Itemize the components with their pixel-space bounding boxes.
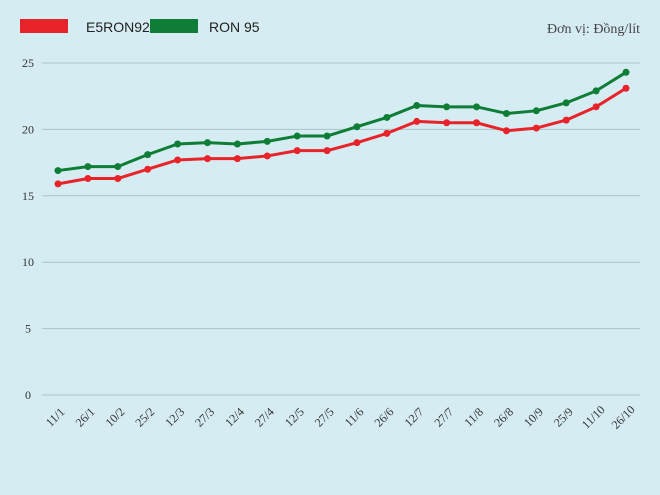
x-tick-label: 11/8 xyxy=(461,405,486,430)
data-point xyxy=(592,87,600,95)
data-point xyxy=(383,129,391,137)
x-tick-label: 12/5 xyxy=(282,405,307,430)
x-tick-label: 26/6 xyxy=(372,405,397,430)
data-point xyxy=(293,132,301,140)
data-point xyxy=(203,155,211,163)
data-point xyxy=(562,99,570,107)
data-point xyxy=(532,124,540,132)
data-point xyxy=(443,103,451,111)
x-tick-label: 10/2 xyxy=(102,405,127,430)
x-tick-label: 25/2 xyxy=(132,405,157,430)
y-tick-label: 5 xyxy=(25,322,31,336)
x-tick-label: 26/1 xyxy=(73,405,98,430)
data-point xyxy=(263,137,271,145)
y-tick-label: 20 xyxy=(22,122,34,136)
data-point xyxy=(383,113,391,121)
data-point xyxy=(353,123,361,131)
y-tick-label: 10 xyxy=(22,255,34,269)
x-tick-label: 12/7 xyxy=(401,405,426,430)
y-tick-label: 0 xyxy=(25,388,31,402)
y-tick-label: 25 xyxy=(22,56,34,70)
data-point xyxy=(54,167,62,175)
x-tick-label: 27/7 xyxy=(431,405,456,430)
data-point xyxy=(443,119,451,127)
x-axis-ticks: 11/1 26/1 10/2 25/2 12/3 27/3 12/4 27/4 12/5 27/5… xyxy=(43,403,638,432)
x-tick-label: 11/1 xyxy=(43,405,68,430)
legend-swatch xyxy=(150,19,198,33)
series-line-0 xyxy=(56,86,628,186)
data-point xyxy=(54,180,62,188)
data-point xyxy=(144,165,152,173)
gridlines xyxy=(42,62,640,396)
x-tick-label: 11/6 xyxy=(342,405,367,430)
legend: E5RON92 RON 95 xyxy=(20,19,260,35)
data-point xyxy=(473,103,481,111)
data-point xyxy=(263,152,271,160)
legend-label: RON 95 xyxy=(209,19,260,35)
data-point xyxy=(353,139,361,147)
data-point xyxy=(622,68,630,76)
x-tick-label: 27/5 xyxy=(312,405,337,430)
series-line-1 xyxy=(56,70,628,173)
data-point xyxy=(622,84,630,92)
data-point xyxy=(203,139,211,147)
data-point xyxy=(562,116,570,124)
y-axis-ticks: 0 5 10 15 20 25 xyxy=(22,56,34,402)
x-tick-label: 11/10 xyxy=(579,403,608,432)
data-point xyxy=(473,119,481,127)
data-point xyxy=(502,109,510,117)
x-tick-label: 12/3 xyxy=(162,405,187,430)
data-point xyxy=(592,103,600,111)
data-point xyxy=(502,127,510,135)
x-tick-label: 27/3 xyxy=(192,405,217,430)
x-tick-label: 26/8 xyxy=(491,405,516,430)
data-point xyxy=(323,147,331,155)
data-point xyxy=(233,140,241,148)
data-point xyxy=(174,156,182,164)
x-tick-label: 10/9 xyxy=(521,405,546,430)
series-lines xyxy=(54,68,630,188)
data-point xyxy=(233,155,241,163)
y-tick-label: 15 xyxy=(22,189,34,203)
x-tick-label: 12/4 xyxy=(222,405,247,430)
data-point xyxy=(144,151,152,159)
data-point xyxy=(84,175,92,183)
unit-note: Đơn vị: Đồng/lít xyxy=(547,22,640,37)
legend-label: E5RON92 xyxy=(86,19,150,35)
data-point xyxy=(413,117,421,125)
x-tick-label: 27/4 xyxy=(252,405,277,430)
data-point xyxy=(413,101,421,109)
data-point xyxy=(84,163,92,171)
x-tick-label: 25/9 xyxy=(551,405,576,430)
legend-swatch xyxy=(20,19,68,33)
data-point xyxy=(114,163,122,171)
data-point xyxy=(174,140,182,148)
data-point xyxy=(323,132,331,140)
data-point xyxy=(114,175,122,183)
data-point xyxy=(532,107,540,115)
x-tick-label: 26/10 xyxy=(609,403,638,432)
data-point xyxy=(293,147,301,155)
